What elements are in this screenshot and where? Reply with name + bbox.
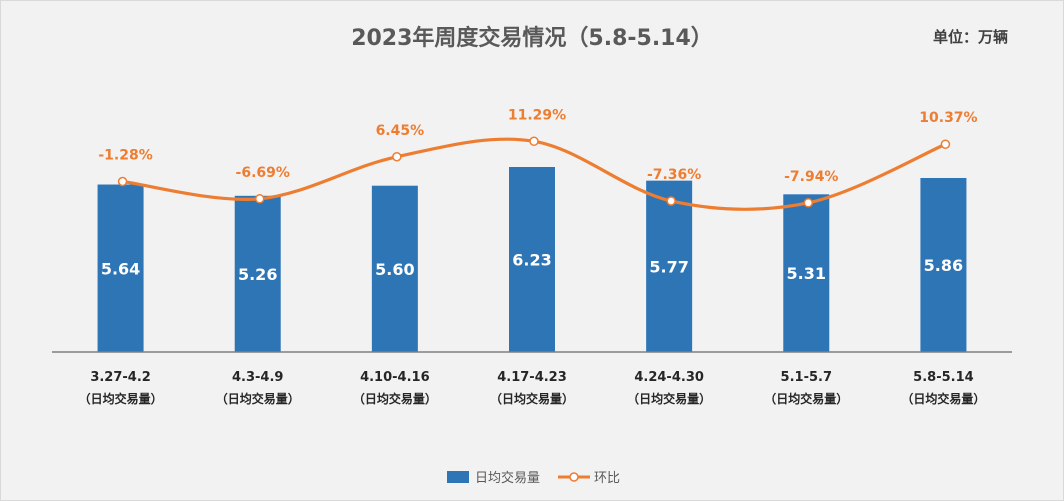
bar-value-label: 5.60: [375, 260, 414, 279]
line-point: [392, 152, 402, 162]
x-tick-label: 4.10-4.16: [360, 370, 430, 385]
bar-value-label: 5.86: [924, 256, 963, 275]
line-value-label: 6.45%: [376, 123, 425, 139]
bar: [646, 180, 693, 352]
bar-value-label: 5.64: [101, 259, 140, 278]
line-point: [940, 139, 951, 149]
line-value-label: 10.37%: [919, 110, 977, 126]
x-tick-sublabel: （日均交易量）: [353, 391, 437, 406]
bar-value-label: 5.77: [649, 257, 688, 276]
line-value-label: -7.94%: [784, 169, 838, 185]
line-point: [254, 194, 265, 204]
x-tick-label: 4.3-4.9: [232, 370, 283, 385]
x-tick-sublabel: （日均交易量）: [79, 391, 163, 406]
bar-value-label: 5.31: [787, 264, 826, 283]
x-tick-label: 4.24-4.30: [634, 370, 704, 385]
bar-value-label: 6.23: [512, 251, 551, 270]
line-point: [117, 176, 128, 187]
line-point: [803, 198, 814, 208]
legend-swatch-marker: [569, 472, 579, 482]
bar-value-label: 5.26: [238, 265, 277, 284]
line-value-label: -6.69%: [236, 165, 290, 181]
legend-label-line: 环比: [594, 471, 620, 486]
x-tick-label: 5.8-5.14: [913, 370, 974, 385]
x-tick-label: 3.27-4.2: [90, 370, 151, 385]
line-value-label: -7.36%: [647, 167, 701, 183]
line-value-label: -1.28%: [98, 148, 152, 164]
bar: [920, 177, 967, 352]
bar: [97, 184, 144, 352]
x-tick-sublabel: （日均交易量）: [764, 391, 848, 406]
x-tick-sublabel: （日均交易量）: [627, 391, 711, 406]
legend-label-bar: 日均交易量: [475, 470, 540, 486]
bar: [509, 167, 555, 352]
x-tick-label: 5.1-5.7: [781, 370, 832, 385]
bar: [371, 185, 418, 352]
x-tick-sublabel: （日均交易量）: [490, 391, 574, 406]
bar: [783, 194, 830, 352]
line-value-label: 11.29%: [508, 107, 566, 123]
line-point: [529, 136, 539, 147]
x-tick-sublabel: （日均交易量）: [901, 391, 985, 406]
chart-title: 2023年周度交易情况（5.8-5.14）: [351, 26, 713, 51]
x-tick-sublabel: （日均交易量）: [216, 391, 300, 406]
legend-swatch-bar: [447, 471, 469, 483]
unit-label: 单位：万辆: [932, 28, 1008, 46]
bar: [234, 195, 281, 352]
x-tick-label: 4.17-4.23: [497, 370, 567, 385]
line-point: [666, 196, 676, 206]
